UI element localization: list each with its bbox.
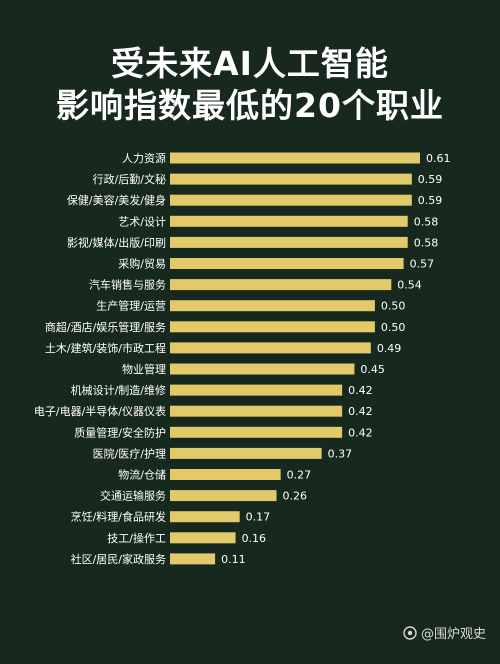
category-label: 艺术/设计 (118, 215, 166, 228)
bar (170, 300, 375, 312)
bar (170, 194, 412, 206)
value-label: 0.57 (410, 258, 435, 271)
category-label: 电子/电器/半导体/仪器仪表 (34, 404, 166, 418)
bar (170, 279, 392, 291)
value-label: 0.59 (418, 194, 443, 207)
bar (170, 173, 412, 185)
category-label: 医院/医疗/护理 (93, 446, 166, 460)
bar (170, 363, 355, 375)
value-label: 0.59 (418, 173, 443, 186)
value-label: 0.11 (221, 553, 246, 566)
value-label: 0.61 (426, 152, 451, 165)
bar (170, 469, 281, 480)
bar (170, 215, 408, 227)
value-label: 0.27 (287, 469, 312, 482)
bar (170, 321, 375, 333)
bar (170, 447, 322, 459)
value-label: 0.26 (283, 490, 308, 503)
category-label: 社区/居民/家政服务 (71, 552, 166, 566)
value-label: 0.16 (242, 532, 267, 545)
category-label: 行政/后勤/文秘 (93, 172, 166, 186)
category-label: 烹饪/料理/食品研发 (71, 510, 166, 524)
category-label: 汽车销售与服务 (89, 278, 166, 292)
category-label: 交通运输服务 (100, 489, 166, 503)
category-label: 质量管理/安全防护 (74, 425, 166, 439)
watermark: @围炉观史 (403, 623, 486, 642)
value-label: 0.50 (381, 321, 406, 334)
bar (170, 532, 236, 544)
bar (170, 405, 343, 417)
value-label: 0.50 (381, 300, 406, 313)
value-label: 0.58 (414, 236, 439, 249)
value-label: 0.17 (246, 511, 270, 524)
bar (170, 236, 408, 248)
category-label: 技工/操作工 (107, 531, 166, 545)
value-label: 0.58 (414, 215, 439, 228)
bar (170, 152, 420, 164)
value-label: 0.49 (377, 342, 402, 355)
value-label: 0.37 (328, 447, 353, 460)
category-label: 机械设计/制造/维修 (71, 383, 166, 397)
chart-title-line1: 受未来AI人工智能 (111, 44, 389, 83)
bar (170, 511, 240, 523)
category-label: 商超/酒店/娱乐管理/服务 (45, 320, 166, 334)
category-label: 物流/仓储 (118, 468, 166, 482)
value-label: 0.42 (348, 426, 373, 439)
category-label: 保健/美容/美发/健身 (67, 193, 166, 207)
category-label: 生产管理/运营 (96, 299, 166, 313)
value-label: 0.54 (397, 279, 422, 292)
bar (170, 553, 216, 565)
bar (170, 490, 277, 502)
watermark-text: @围炉观史 (420, 627, 486, 642)
bar (170, 342, 371, 354)
bar (170, 384, 343, 396)
chart-title-line2: 影响指数最低的20个职业 (56, 86, 444, 125)
value-label: 0.45 (360, 363, 385, 376)
value-label: 0.42 (348, 405, 373, 418)
watermark-logo-icon (403, 625, 417, 640)
value-label: 0.42 (348, 384, 373, 397)
category-label: 物业管理 (122, 362, 166, 376)
category-label: 人力资源 (122, 151, 166, 165)
bar (170, 258, 404, 269)
category-label: 土木/建筑/装饰/市政工程 (45, 341, 166, 355)
category-label: 采购/贸易 (118, 257, 166, 271)
category-label: 影视/媒体/出版/印刷 (67, 235, 166, 249)
bar (170, 426, 343, 438)
